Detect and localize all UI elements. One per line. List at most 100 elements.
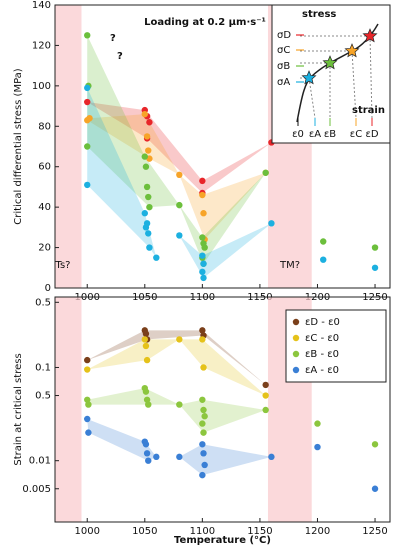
point bbox=[199, 336, 206, 343]
point bbox=[199, 191, 206, 199]
point bbox=[200, 260, 207, 267]
point bbox=[142, 163, 150, 170]
point bbox=[314, 443, 321, 451]
point bbox=[320, 238, 327, 245]
point bbox=[176, 232, 183, 239]
y-axis-label: Strain at critical stress bbox=[13, 353, 24, 465]
point bbox=[84, 396, 91, 403]
inset-star bbox=[322, 55, 338, 70]
annotation: Loading at 0.2 μm·s⁻¹ bbox=[144, 17, 266, 28]
inset-star bbox=[362, 28, 378, 43]
legend-marker bbox=[292, 334, 300, 342]
point bbox=[201, 461, 208, 469]
point bbox=[142, 224, 150, 231]
point bbox=[176, 201, 183, 209]
point bbox=[143, 133, 151, 140]
point bbox=[268, 453, 275, 461]
band bbox=[55, 5, 82, 288]
annotation: TM? bbox=[279, 260, 300, 271]
annotation: Ts? bbox=[55, 260, 71, 271]
point bbox=[145, 193, 152, 201]
point bbox=[142, 330, 150, 337]
x-tick-label: 1150 bbox=[247, 526, 272, 537]
point bbox=[143, 356, 151, 364]
point bbox=[199, 268, 206, 276]
y-tick-label: 20 bbox=[38, 243, 51, 254]
point bbox=[200, 450, 207, 457]
y-tick-label: 100 bbox=[32, 81, 51, 92]
point bbox=[153, 453, 160, 461]
point bbox=[84, 84, 91, 92]
y-tick-label: 0.1 bbox=[35, 362, 51, 373]
x-tick-label: 1250 bbox=[362, 526, 387, 537]
y-tick-label: 0.01 bbox=[29, 456, 51, 467]
point bbox=[176, 171, 183, 178]
point bbox=[200, 406, 207, 414]
y-axis-label: Critical differential stress (MPa) bbox=[13, 68, 24, 225]
envelope bbox=[87, 114, 266, 240]
legend-frame bbox=[285, 309, 387, 383]
point bbox=[200, 210, 207, 217]
inset-guide bbox=[351, 50, 357, 119]
point bbox=[320, 256, 327, 263]
point bbox=[143, 396, 151, 403]
inset-x-label: strain bbox=[352, 105, 385, 116]
point bbox=[199, 396, 206, 403]
point bbox=[85, 429, 92, 436]
point bbox=[200, 364, 207, 371]
envelope bbox=[87, 419, 376, 489]
annotation: ? bbox=[117, 51, 123, 62]
point bbox=[84, 32, 91, 39]
x-tick-label: 1050 bbox=[132, 526, 157, 537]
y-tick-label: 40 bbox=[38, 202, 51, 213]
point bbox=[146, 203, 153, 211]
inset-frame bbox=[271, 4, 391, 144]
point bbox=[141, 153, 148, 160]
inset-star bbox=[301, 70, 317, 85]
y-tick-label: 0.005 bbox=[22, 484, 51, 495]
inset-tick-label: εB bbox=[324, 129, 336, 140]
point bbox=[262, 392, 269, 399]
point bbox=[141, 110, 148, 118]
point bbox=[200, 429, 207, 436]
inset-guide bbox=[369, 35, 373, 119]
plot-frame bbox=[54, 296, 391, 523]
point bbox=[143, 183, 151, 191]
legend-marker bbox=[292, 318, 300, 326]
point bbox=[84, 181, 91, 189]
point bbox=[141, 210, 148, 217]
point bbox=[84, 143, 91, 150]
point bbox=[153, 254, 160, 261]
point bbox=[176, 453, 183, 461]
plot-frame bbox=[54, 4, 391, 289]
point bbox=[199, 420, 206, 427]
point bbox=[262, 406, 269, 414]
point bbox=[84, 366, 91, 373]
inset-tick-label: εA bbox=[309, 129, 321, 140]
x-tick-label: 1200 bbox=[305, 526, 330, 537]
y-tick-label: 60 bbox=[38, 162, 51, 173]
point bbox=[85, 401, 92, 408]
legend-label: εB - ε0 bbox=[305, 349, 339, 360]
x-tick-label: 1100 bbox=[190, 526, 215, 537]
y-tick-label: 120 bbox=[32, 40, 51, 51]
legend-label: σD bbox=[277, 30, 291, 41]
y-tick-label: 0.5 bbox=[35, 391, 51, 402]
band bbox=[55, 297, 82, 522]
inset-star bbox=[344, 43, 360, 58]
point bbox=[371, 441, 379, 448]
envelope bbox=[87, 388, 376, 445]
x-tick-label: 1000 bbox=[75, 526, 100, 537]
point bbox=[199, 252, 206, 259]
point bbox=[142, 388, 150, 395]
y-tick-label: 80 bbox=[38, 121, 51, 132]
point bbox=[142, 342, 150, 350]
point bbox=[84, 415, 91, 423]
legend-label: εD - ε0 bbox=[305, 317, 340, 328]
annotation: ? bbox=[110, 33, 116, 44]
point bbox=[262, 381, 269, 389]
point bbox=[145, 457, 152, 464]
point bbox=[84, 356, 91, 364]
